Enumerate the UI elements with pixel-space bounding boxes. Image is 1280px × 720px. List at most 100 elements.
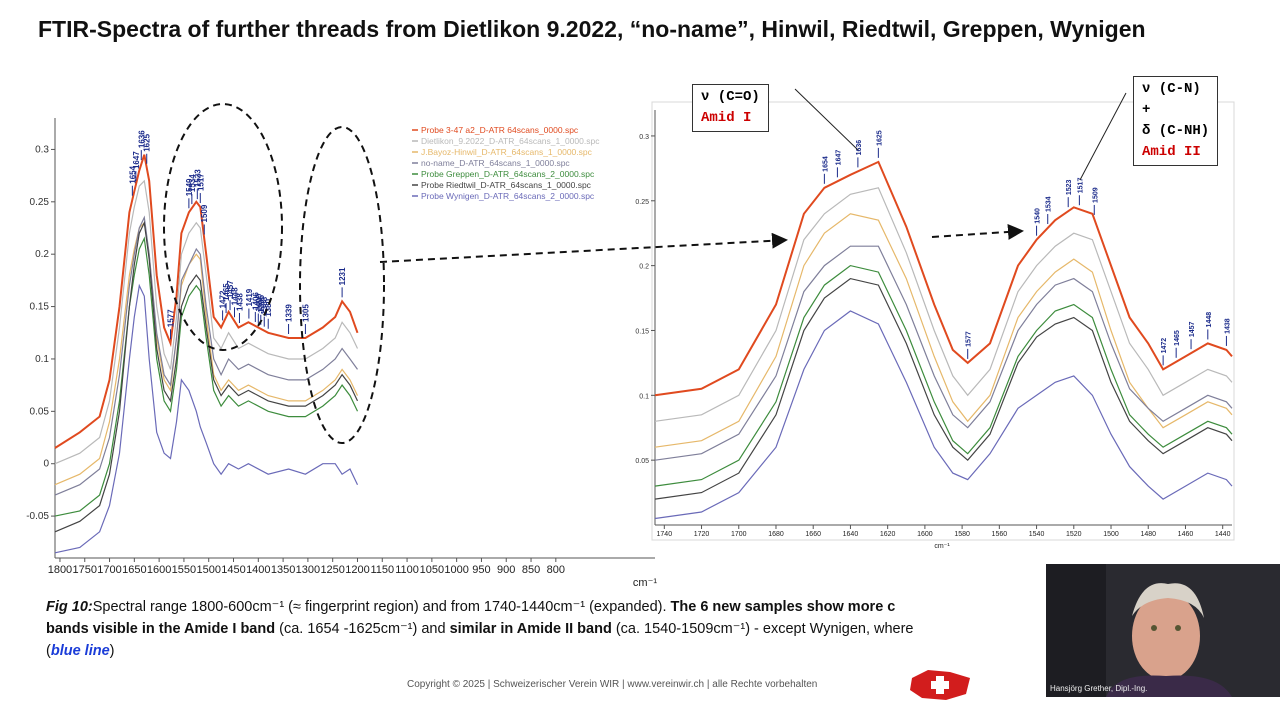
zoom-y-tick-label: 0.25 — [635, 199, 649, 206]
zoom-peak-label: 1438 — [1224, 318, 1231, 334]
main-y-tick-label: 0.1 — [35, 354, 49, 365]
zoom-x-tick-label: 1440 — [1215, 531, 1231, 538]
main-peak-label: 1231 — [338, 267, 347, 285]
page-title: FTIR-Spectra of further threads from Die… — [38, 16, 1146, 42]
zoom-peak-label: 1654 — [822, 156, 829, 172]
zoom-y-tick-label: 0.15 — [635, 328, 649, 335]
main-x-tick-label: 1000 — [444, 564, 468, 576]
copyright-footer: Copyright © 2025 | Schweizerischer Verei… — [407, 679, 818, 690]
caption-fig-number: Fig 10: — [46, 599, 93, 615]
amide1-callout-line — [794, 88, 859, 151]
zoom-x-tick-label: 1660 — [805, 531, 821, 538]
zoom-x-tick-label: 1580 — [954, 531, 970, 538]
zoom-x-tick-label: 1740 — [657, 531, 673, 538]
main-peak-label: 1625 — [143, 133, 152, 151]
caption-text-6: (ca. 1540-1509cm⁻¹) - except Wynigen, wh… — [611, 621, 914, 637]
amide2-expand-arrow — [931, 223, 1024, 240]
main-peak-label: 1647 — [132, 151, 141, 169]
main-x-tick-label: 950 — [472, 564, 490, 576]
main-peak-label: 1465 — [222, 283, 231, 301]
caption-text-2: The 6 new samples show more c — [670, 599, 896, 615]
caption-text-5: similar in Amide II band — [449, 621, 612, 637]
zoom-peak-label: 1448 — [1206, 312, 1213, 328]
zoom-series-line-probe — [654, 160, 1233, 397]
zoom-peak-label: 1647 — [835, 150, 842, 166]
zoom-peak-label: 1523 — [1066, 179, 1073, 195]
amide1-vibration-label: ν (C=O) — [701, 89, 760, 105]
amide2-highlight-ellipse — [299, 126, 385, 444]
zoom-y-tick-label: 0.1 — [639, 393, 649, 400]
amide1-annotation-box: ν (C=O) Amid I — [692, 84, 769, 132]
main-peak-label: 1509 — [200, 204, 209, 222]
zoom-x-tick-label: 1540 — [1029, 531, 1045, 538]
main-series-line-wynigen — [54, 283, 359, 554]
main-peak-label: 1517 — [196, 173, 205, 191]
main-series-line-noname — [54, 215, 358, 496]
amide2-callout-line — [1079, 92, 1127, 181]
amide1-expand-arrow — [379, 232, 788, 263]
zoom-series-line-greppen — [654, 264, 1233, 487]
amide2-annotation-box: ν (C-N) + δ (C-NH) Amid II — [1133, 76, 1219, 166]
swiss-flag-logo — [910, 670, 970, 700]
caption-blue-line: blue line — [50, 643, 110, 659]
zoom-x-tick-label: 1480 — [1140, 531, 1156, 538]
main-peak-label: 1654 — [128, 165, 137, 183]
main-y-tick-label: 0.3 — [35, 144, 49, 155]
amide2-vibration-label-2: δ (C-NH) — [1142, 123, 1210, 139]
main-x-tick-label: 1250 — [320, 564, 344, 576]
zoom-series-line-noname — [654, 245, 1233, 461]
amide2-band-label: Amid II — [1142, 144, 1201, 160]
zoom-background — [651, 101, 1235, 541]
main-y-tick-label: 0.05 — [30, 406, 50, 417]
zoom-x-tick-label: 1520 — [1066, 531, 1082, 538]
figure-caption: Fig 10:Spectral range 1800-600cm⁻¹ (≈ fi… — [46, 596, 1046, 662]
zoom-x-tick-label: 1500 — [1103, 531, 1119, 538]
main-peak-label: 1400 — [254, 293, 263, 311]
zoom-peak-label: 1517 — [1077, 178, 1084, 194]
main-x-tick-label: 1800 — [48, 564, 72, 576]
main-peak-label: 1577 — [167, 309, 176, 327]
zoom-series-line-wynigen — [654, 310, 1233, 520]
presenter-name: Hansjörg Grether, Dipl.-Ing. — [1050, 684, 1148, 693]
main-y-tick-label: 0.25 — [30, 197, 50, 208]
main-x-tick-label: 1600 — [147, 564, 171, 576]
zoom-x-tick-label: 1600 — [917, 531, 933, 538]
zoom-peak-label: 1636 — [856, 140, 863, 156]
zoom-series-line-riedtwil — [654, 277, 1233, 500]
main-x-tick-label: 1700 — [97, 564, 121, 576]
main-spectrum-chart: 1800 1750 1700 1650 1600 1550 1500 1450 1400 1350… — [26, 118, 657, 589]
main-peak-label: 1534 — [188, 174, 197, 192]
main-y-tick-label: 0.2 — [35, 249, 49, 260]
main-series-line-bayoz — [54, 221, 359, 486]
main-x-tick-label: 1450 — [221, 564, 245, 576]
amide2-plus-label: + — [1142, 102, 1151, 118]
zoom-peak-label: 1457 — [1189, 321, 1196, 337]
legend-entry-bayoz: J.Bayoz-Hinwil_D-ATR_64scans_1_0000.spc — [421, 147, 593, 157]
main-x-tick-label: 1200 — [345, 564, 369, 576]
main-y-tick-label: 0.15 — [30, 302, 50, 313]
zoom-x-axis-label: cm⁻¹ — [934, 543, 950, 550]
zoom-series-line-bayoz — [654, 213, 1233, 448]
zoom-x-tick-label: 1640 — [843, 531, 859, 538]
zoom-peak-label: 1577 — [966, 331, 973, 347]
main-x-axis-label: cm⁻¹ — [633, 577, 657, 589]
zoom-peak-label: 1625 — [876, 130, 883, 146]
legend-entry-noname: no-name_D-ATR_64scans_1_0000.spc — [421, 158, 570, 168]
zoom-peak-label: 1472 — [1161, 338, 1168, 354]
legend-entry-greppen: Probe Greppen_D-ATR_64scans_2_0000.spc — [421, 169, 595, 179]
main-peak-label: 1448 — [231, 287, 240, 305]
amide2-vibration-label-1: ν (C-N) — [1142, 81, 1201, 97]
main-x-tick-label: 1300 — [296, 564, 320, 576]
zoom-x-tick-label: 1460 — [1178, 531, 1194, 538]
main-series-line-dietlikon — [54, 179, 359, 465]
main-peak-label: 1380 — [264, 298, 273, 316]
main-peak-label: 1339 — [285, 304, 294, 322]
main-x-tick-label: 1650 — [122, 564, 146, 576]
caption-text-3: bands visible in the Amide I band — [46, 621, 276, 637]
zoom-peak-label: 1509 — [1092, 187, 1099, 203]
main-peak-label: 1472 — [219, 290, 228, 308]
zoom-x-tick-label: 1560 — [992, 531, 1008, 538]
main-peak-label: 1419 — [245, 288, 254, 306]
main-peak-label: 1388 — [260, 296, 269, 314]
